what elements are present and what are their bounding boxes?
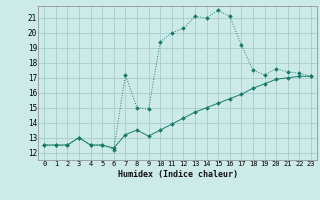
X-axis label: Humidex (Indice chaleur): Humidex (Indice chaleur) <box>118 170 238 179</box>
